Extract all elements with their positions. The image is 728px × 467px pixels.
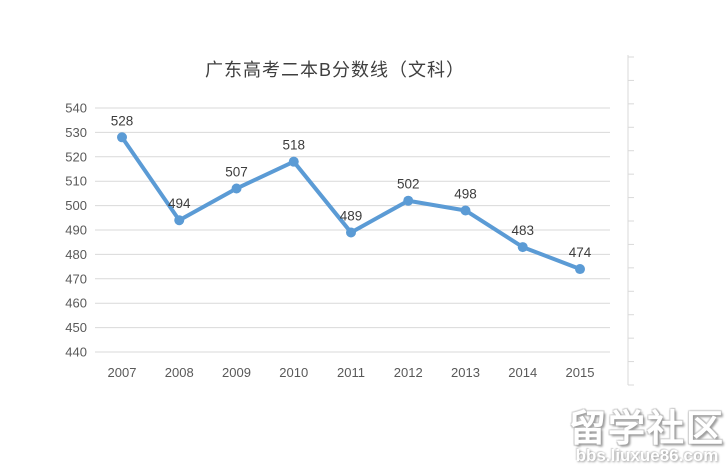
x-axis-tick-label: 2010 <box>279 365 308 380</box>
y-axis-tick-label: 440 <box>65 345 87 360</box>
data-point-marker <box>231 183 242 194</box>
data-point-marker <box>575 264 585 275</box>
data-point-label: 518 <box>282 138 305 153</box>
y-axis-tick-label: 510 <box>65 174 87 189</box>
watermark-site-url: bbs.liuxue86.com <box>575 446 719 466</box>
y-axis-tick-label: 500 <box>65 198 87 213</box>
data-point-label: 489 <box>340 208 363 223</box>
data-point-label: 494 <box>168 196 191 211</box>
y-axis-tick-label: 530 <box>65 125 87 140</box>
y-axis-tick-label: 460 <box>65 296 87 311</box>
data-point-marker <box>346 227 356 238</box>
data-point-label: 474 <box>569 245 592 260</box>
data-point-marker <box>174 215 185 226</box>
data-point-label: 483 <box>511 223 534 238</box>
x-axis-tick-label: 2007 <box>108 365 137 380</box>
x-axis-tick-label: 2012 <box>394 365 423 380</box>
watermark: 留学社区 bbs.liuxue86.com <box>569 408 725 466</box>
y-axis-tick-label: 450 <box>65 320 87 335</box>
x-axis-tick-label: 2008 <box>165 365 194 380</box>
data-point-label: 502 <box>397 177 420 192</box>
chart-title: 广东高考二本B分数线（文科） <box>204 60 465 80</box>
x-axis-tick-label: 2011 <box>337 365 365 380</box>
y-axis-tick-label: 470 <box>65 271 87 286</box>
data-point-marker <box>460 205 471 216</box>
data-point-marker <box>288 156 299 167</box>
watermark-site-name: 留学社区 <box>569 408 725 450</box>
data-point-label: 528 <box>111 113 134 128</box>
data-point-label: 498 <box>454 186 477 201</box>
x-axis-tick-label: 2009 <box>222 365 251 380</box>
x-axis-tick-label: 2014 <box>508 365 537 380</box>
x-axis-tick-label: 2013 <box>451 365 480 380</box>
data-point-label: 507 <box>225 165 248 180</box>
y-axis-tick-label: 520 <box>65 149 87 164</box>
y-axis-tick-label: 540 <box>65 101 87 116</box>
data-point-marker <box>517 242 528 253</box>
x-axis-tick-label: 2015 <box>566 365 595 380</box>
y-axis-tick-label: 490 <box>65 223 87 238</box>
y-axis-tick-label: 480 <box>65 247 87 262</box>
data-point-marker <box>117 132 127 143</box>
data-point-marker <box>403 195 414 206</box>
